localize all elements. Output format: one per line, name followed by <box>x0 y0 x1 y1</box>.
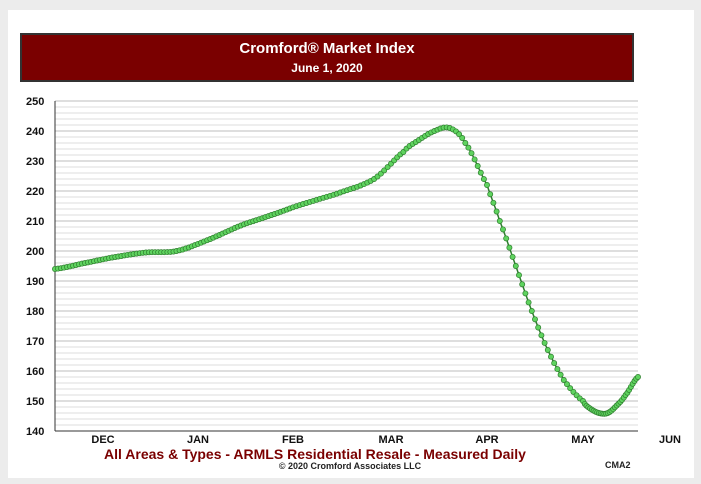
y-tick-label: 250 <box>26 96 44 108</box>
y-tick-label: 230 <box>26 156 44 168</box>
data-point <box>512 263 519 269</box>
data-point <box>506 244 513 251</box>
data-point <box>532 316 538 323</box>
series-market-index <box>52 124 641 417</box>
x-tick-label: DEC <box>91 434 114 446</box>
data-point <box>551 360 558 367</box>
x-tick-label: MAR <box>378 434 403 446</box>
data-point <box>459 135 466 141</box>
copyright-notice: © 2020 Cromford Associates LLC <box>278 461 422 471</box>
x-tick-label: JUN <box>659 434 681 446</box>
y-tick-label: 140 <box>26 426 44 438</box>
y-tick-label: 210 <box>26 216 44 228</box>
y-tick-label: 190 <box>26 276 44 288</box>
data-point <box>384 164 391 171</box>
y-tick-label: 200 <box>26 246 44 258</box>
axes <box>54 101 638 432</box>
y-tick-label: 220 <box>26 186 44 198</box>
data-point <box>474 163 481 169</box>
chart-code: CMA2 <box>605 460 631 470</box>
data-point <box>503 235 510 242</box>
data-point <box>560 377 567 383</box>
data-point <box>548 353 554 360</box>
data-point <box>554 366 561 373</box>
chart-title: Cromford® Market Index <box>239 40 415 57</box>
data-point <box>456 131 463 138</box>
chart-date: June 1, 2020 <box>291 61 363 75</box>
chart-title-bar: Cromford® Market Index June 1, 2020 <box>20 33 634 82</box>
x-tick-labels: DEC JAN FEB MAR APR MAY JUN <box>91 434 681 446</box>
data-point <box>528 308 535 314</box>
data-point <box>522 290 529 297</box>
data-point <box>496 218 503 224</box>
data-point <box>477 169 484 176</box>
data-point <box>544 347 551 353</box>
data-point <box>519 281 526 288</box>
data-point <box>635 374 641 380</box>
y-tick-label: 160 <box>26 366 44 378</box>
chart-caption: All Areas & Types - ARMLS Residential Re… <box>104 446 526 462</box>
data-point <box>484 182 490 188</box>
y-tick-labels: 140 150 160 170 180 190 200 210 220 230 240 250 <box>26 96 44 438</box>
data-point <box>471 156 478 163</box>
x-tick-label: APR <box>475 434 498 446</box>
y-tick-label: 150 <box>26 396 44 408</box>
y-tick-label: 180 <box>26 306 44 318</box>
data-point <box>487 191 494 198</box>
data-point <box>490 199 497 206</box>
data-point <box>541 339 548 346</box>
data-point <box>538 332 545 339</box>
data-point <box>557 371 564 378</box>
data-point <box>525 299 532 306</box>
grid-lines <box>55 100 638 432</box>
data-point <box>465 144 472 151</box>
data-point <box>480 176 487 183</box>
data-point <box>468 150 475 157</box>
data-point <box>509 253 516 260</box>
data-point <box>564 381 570 388</box>
data-point <box>500 226 506 233</box>
data-point <box>535 324 542 331</box>
x-tick-label: FEB <box>282 434 304 446</box>
x-tick-label: MAY <box>571 434 595 446</box>
data-point <box>567 385 574 392</box>
data-point <box>493 208 500 215</box>
y-tick-label: 170 <box>26 336 44 348</box>
data-point <box>516 272 522 279</box>
y-tick-label: 240 <box>26 126 44 138</box>
data-point <box>462 140 469 146</box>
x-tick-label: JAN <box>187 434 209 446</box>
